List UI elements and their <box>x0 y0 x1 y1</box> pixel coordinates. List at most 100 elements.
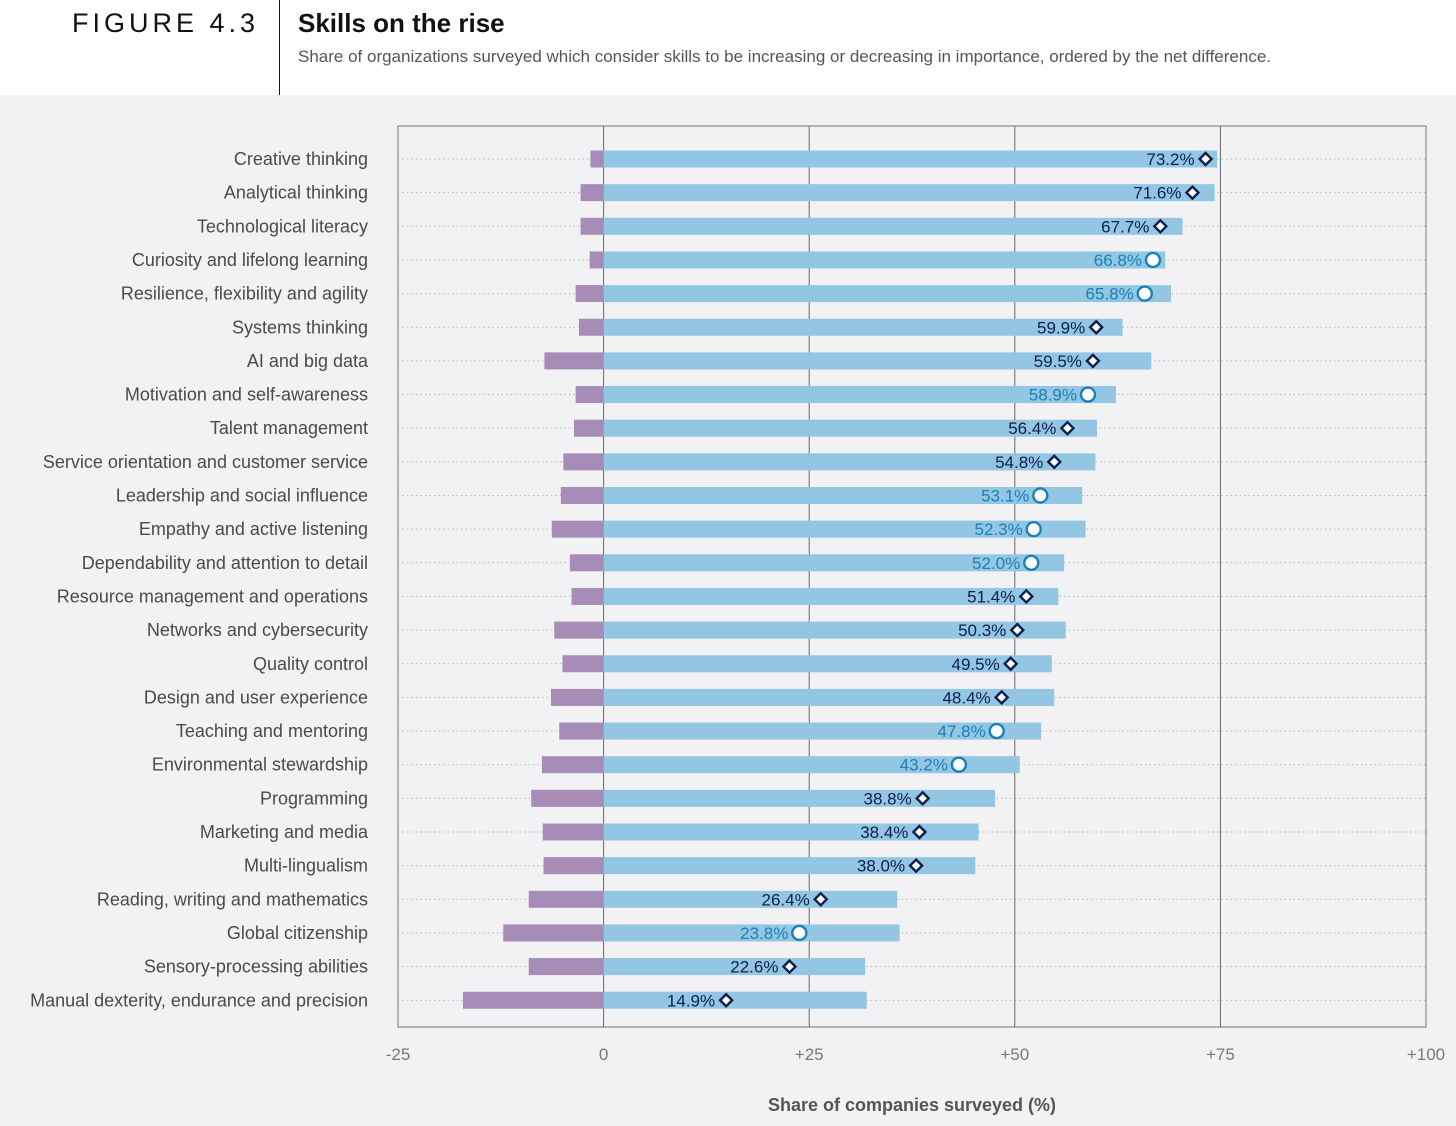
data-label: 56.4% <box>1008 419 1056 438</box>
data-label: 43.2% <box>900 756 948 775</box>
data-label: 58.9% <box>1029 386 1077 405</box>
net-marker-circle <box>1144 251 1162 269</box>
chart-title: Skills on the rise <box>298 8 505 38</box>
bar-increasing <box>603 756 1020 774</box>
bar-decreasing <box>590 150 604 168</box>
bar-decreasing <box>580 217 604 235</box>
data-label: 49.5% <box>951 655 999 674</box>
data-label: 38.4% <box>860 823 908 842</box>
bar-decreasing <box>542 823 604 841</box>
data-label: 50.3% <box>958 621 1006 640</box>
category-label: Resource management and operations <box>57 586 368 606</box>
bar-increasing <box>603 554 1065 572</box>
bar-decreasing <box>559 722 604 740</box>
data-label: 53.1% <box>981 487 1029 506</box>
bar-increasing <box>603 285 1172 303</box>
category-label: Dependability and attention to detail <box>82 553 368 573</box>
bar-increasing <box>603 587 1059 605</box>
data-label: 22.6% <box>730 958 778 977</box>
category-label: Analytical thinking <box>224 183 368 203</box>
bar-decreasing <box>563 453 604 471</box>
category-label: Empathy and active listening <box>139 519 368 539</box>
bar-decreasing <box>531 789 604 807</box>
category-label: Manual dexterity, endurance and precisio… <box>30 990 368 1010</box>
category-label: Technological literacy <box>197 216 368 236</box>
net-marker-diamond <box>1009 622 1025 638</box>
net-marker-circle <box>791 924 808 942</box>
bar-increasing <box>603 688 1055 706</box>
bar-increasing <box>603 520 1086 538</box>
x-tick-label: +25 <box>795 1045 824 1064</box>
category-label: Quality control <box>253 654 368 674</box>
bar-decreasing <box>569 554 604 572</box>
chart-subtitle: Share of organizations surveyed which co… <box>298 47 1272 66</box>
bar-increasing <box>603 621 1066 639</box>
bar-increasing <box>603 419 1098 437</box>
data-label: 66.8% <box>1094 251 1142 270</box>
category-label: Leadership and social influence <box>116 486 368 506</box>
data-label: 59.5% <box>1034 352 1082 371</box>
bar-increasing <box>603 184 1215 202</box>
bar-decreasing <box>503 924 604 942</box>
bar-decreasing <box>560 487 604 504</box>
category-label: Programming <box>260 788 368 808</box>
net-marker-circle <box>1025 520 1042 538</box>
grid-layer <box>397 125 1427 1028</box>
bar-increasing <box>603 453 1096 471</box>
data-label: 73.2% <box>1146 150 1194 169</box>
category-label: Creative thinking <box>234 149 368 169</box>
bar-decreasing <box>528 958 604 976</box>
bar-decreasing <box>573 419 604 437</box>
skills-bar-chart: Creative thinking 73.2% Analytical thinkin… <box>30 125 1445 1115</box>
bar-decreasing <box>554 621 604 639</box>
data-label: 54.8% <box>995 453 1043 472</box>
net-marker-circle <box>1023 554 1040 571</box>
bar-decreasing <box>550 688 604 706</box>
category-label: Curiosity and lifelong learning <box>132 250 368 270</box>
bar-increasing <box>603 352 1152 370</box>
x-tick-label: 0 <box>599 1045 608 1064</box>
bar-increasing <box>603 487 1083 504</box>
data-label: 71.6% <box>1133 184 1181 203</box>
net-marker-diamond <box>914 790 931 807</box>
labels-layer: Creative thinking 73.2% Analytical thinkin… <box>30 149 1194 1010</box>
bar-decreasing <box>551 520 604 538</box>
category-label: Design and user experience <box>144 687 368 707</box>
net-marker-diamond <box>1197 151 1214 167</box>
net-marker-diamond <box>1088 319 1104 335</box>
net-marker-diamond <box>1059 420 1076 436</box>
data-label: 26.4% <box>762 890 810 909</box>
net-marker-diamond <box>781 958 798 975</box>
bar-increasing <box>603 722 1042 740</box>
bar-increasing <box>603 318 1123 336</box>
net-marker-diamond <box>718 992 734 1008</box>
bar-decreasing <box>589 251 604 269</box>
net-marker-diamond <box>908 857 924 874</box>
bar-decreasing <box>575 386 604 404</box>
x-tick-label: +100 <box>1407 1045 1445 1064</box>
category-label: Reading, writing and mathematics <box>97 889 368 909</box>
net-marker-diamond <box>1184 184 1201 201</box>
net-marker-diamond <box>1018 588 1035 605</box>
bars-layer <box>462 150 1218 1009</box>
figure-header: FIGURE 4.3 Skills on the rise Share of o… <box>0 0 1456 95</box>
x-tick-label: -25 <box>386 1045 411 1064</box>
net-marker-diamond <box>1046 454 1062 470</box>
bar-decreasing <box>543 857 604 875</box>
net-marker-diamond <box>1002 656 1019 672</box>
category-label: Motivation and self-awareness <box>125 385 368 405</box>
net-marker-circle <box>950 756 968 773</box>
data-label: 47.8% <box>938 722 986 741</box>
bar-decreasing <box>578 318 604 336</box>
axis-layer: -25 0 +25 +50 +75 +100 <box>386 1045 1445 1064</box>
data-label: 65.8% <box>1086 285 1134 304</box>
bar-decreasing <box>462 991 604 1009</box>
bar-increasing <box>603 217 1183 235</box>
category-label: Teaching and mentoring <box>176 721 368 741</box>
bar-increasing <box>603 386 1116 404</box>
bar-decreasing <box>575 285 604 303</box>
net-marker-circle <box>1136 285 1153 302</box>
bar-increasing <box>603 924 900 942</box>
bar-increasing <box>603 991 867 1009</box>
bar-increasing <box>603 655 1052 673</box>
